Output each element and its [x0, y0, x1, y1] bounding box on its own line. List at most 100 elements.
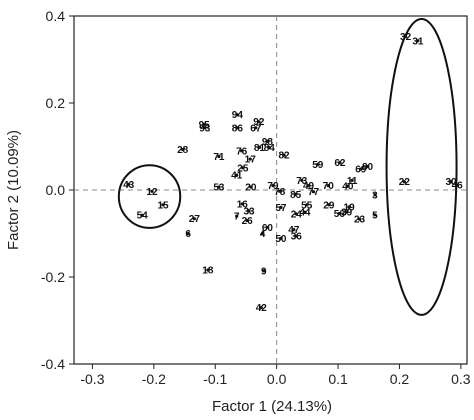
data-point-marker: [241, 166, 245, 170]
data-point-label: 36: [291, 232, 303, 243]
data-point-label: 95: [199, 120, 211, 131]
data-point-label: 27: [189, 214, 201, 225]
data-point-marker: [186, 231, 190, 236]
data-point-label: 60: [262, 223, 274, 234]
data-point: 84: [264, 143, 276, 154]
data-point: 47: [288, 225, 300, 236]
data-point-marker: [235, 113, 239, 117]
data-point-marker: [294, 192, 298, 196]
data-point-label: 54: [137, 211, 149, 222]
data-point: 62: [334, 158, 346, 169]
data-point-marker: [240, 149, 244, 153]
data-point: 7: [234, 212, 240, 223]
data-point: 56: [334, 209, 346, 220]
data-point-label: 16: [237, 199, 249, 210]
data-point: 5: [372, 210, 378, 221]
data-point: 25: [237, 163, 249, 174]
data-point: 92: [253, 117, 265, 128]
y-tick-label: 0.0: [46, 182, 66, 198]
data-point-marker: [316, 162, 320, 166]
data-point: 27: [189, 214, 201, 225]
data-point: 31: [412, 36, 424, 47]
data-point: 77: [308, 187, 320, 198]
data-point-label: 73: [296, 176, 308, 187]
data-point-marker: [294, 212, 298, 216]
data-point-label: 32: [400, 32, 412, 43]
data-point-marker: [265, 225, 270, 230]
data-point-label: 41: [231, 171, 243, 182]
data-point: 69: [355, 165, 367, 176]
data-point-marker: [359, 167, 363, 171]
data-point-marker: [265, 139, 270, 143]
data-point-marker: [240, 202, 244, 206]
data-point-marker: [192, 217, 196, 221]
data-point-label: 29: [323, 200, 335, 211]
data-point: 78: [274, 187, 286, 198]
data-point: 50: [275, 234, 287, 245]
data-point: 26: [242, 216, 254, 227]
data-point-label: 77: [308, 187, 320, 198]
data-point: 22: [399, 177, 411, 188]
data-point-marker: [279, 205, 283, 209]
data-point-marker: [350, 178, 354, 183]
data-point-label: 57: [275, 203, 287, 214]
data-point: 60: [262, 223, 274, 234]
data-point-label: 40: [342, 182, 354, 193]
x-tick-label: 0.0: [267, 371, 287, 387]
data-point: 44: [299, 208, 311, 219]
data-point: 49: [303, 181, 315, 192]
x-tick-label: -0.2: [142, 371, 166, 387]
data-point-label: 98: [262, 137, 274, 148]
data-point: 86: [232, 123, 244, 134]
y-tick-label: 0.2: [46, 95, 66, 111]
data-point-label: 79: [267, 181, 279, 192]
data-point-marker: [326, 184, 330, 188]
data-point: 17: [245, 155, 257, 166]
cluster-ellipse: [117, 164, 182, 229]
data-point-label: 50: [275, 234, 287, 245]
data-point-label: 28: [177, 145, 189, 156]
data-point-label: 12: [146, 187, 158, 198]
data-point: 70: [323, 181, 335, 192]
data-point-label: 92: [253, 117, 265, 128]
data-point: 24: [291, 209, 303, 220]
data-point-label: 76: [236, 146, 248, 157]
data-point: 79: [267, 181, 279, 192]
data-point: 67: [250, 123, 262, 134]
data-point-label: 31: [412, 36, 424, 47]
data-point-label: 70: [323, 181, 335, 192]
data-point-label: 25: [237, 163, 249, 174]
data-point-label: 30: [445, 177, 457, 188]
data-point: 82: [278, 151, 290, 162]
data-point: 98: [262, 137, 274, 148]
data-point-marker: [279, 236, 283, 240]
data-point: 15: [157, 200, 169, 211]
data-point-marker: [257, 145, 262, 149]
data-point-label: 94: [232, 110, 244, 121]
data-point-label: 24: [291, 209, 303, 220]
data-point-label: 42: [256, 303, 268, 314]
data-point: 11: [347, 176, 358, 187]
data-point-marker: [267, 145, 271, 149]
data-point: 43: [123, 180, 135, 191]
data-point: 80: [362, 162, 374, 173]
data-point-marker: [271, 184, 275, 188]
data-point-marker: [306, 184, 311, 188]
data-point-marker: [327, 203, 331, 207]
data-point-marker: [346, 184, 350, 188]
data-point: 28: [177, 145, 189, 156]
data-point-label: 23: [354, 215, 366, 226]
data-point-label: 59: [312, 160, 324, 171]
data-point: 12: [146, 187, 158, 198]
x-tick-label: 0.1: [328, 371, 348, 387]
data-point: 33: [243, 206, 255, 217]
y-tick-label: 0.4: [46, 8, 66, 24]
data-point-marker: [217, 154, 221, 159]
data-point-label: 33: [243, 206, 255, 217]
y-tick-label: -0.2: [41, 269, 65, 285]
data-point: 16: [237, 199, 249, 210]
data-point-label: 3: [372, 190, 378, 201]
data-point: 3: [372, 190, 378, 201]
